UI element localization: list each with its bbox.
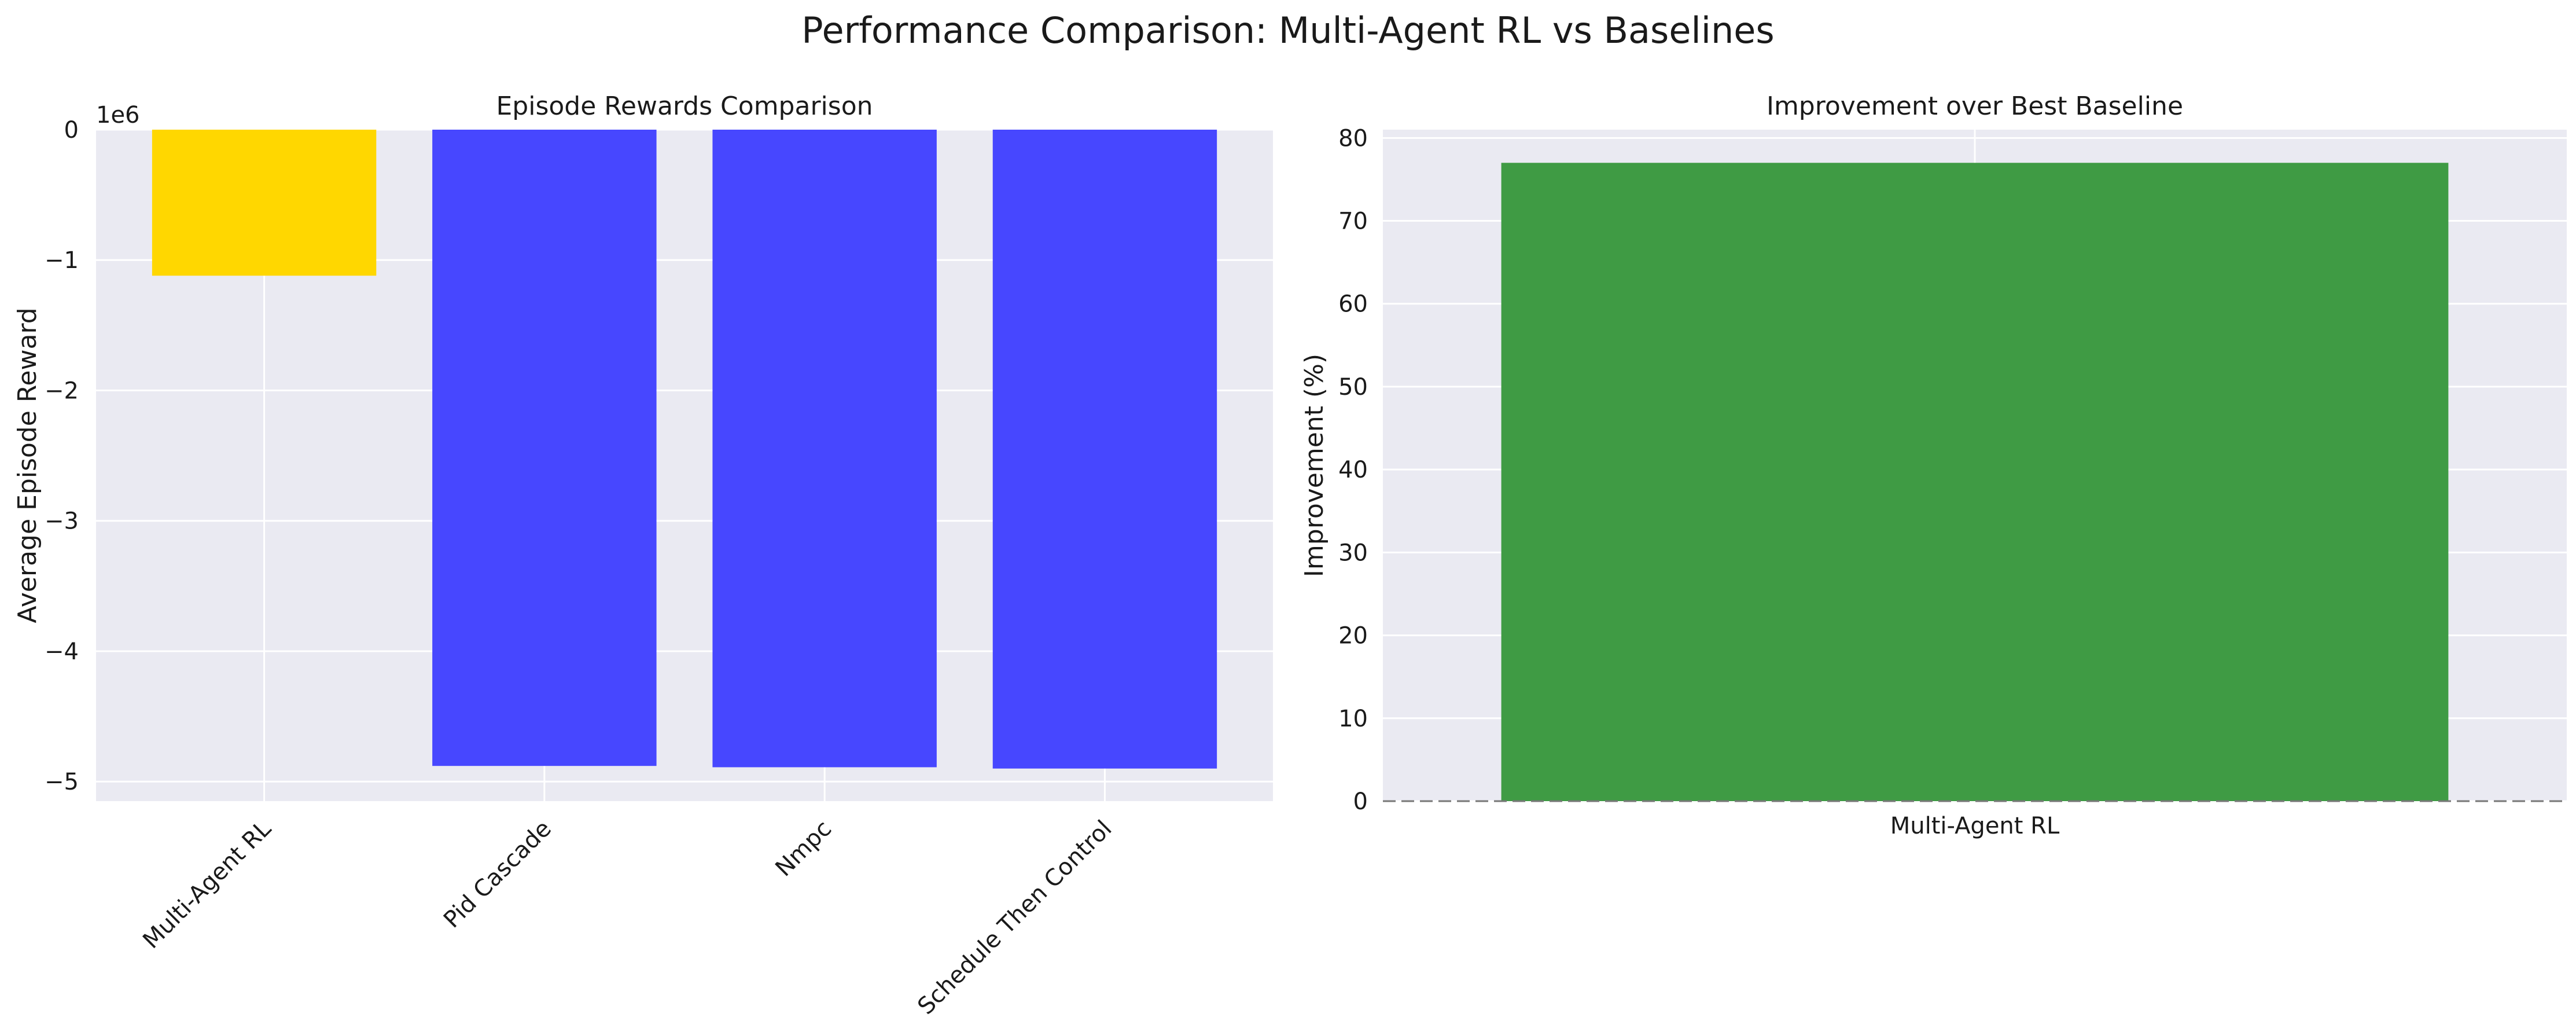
improvement-y-tick-label: 70 [1338,208,1368,235]
rewards-bar [712,130,937,768]
rewards-x-ticks: Multi-Agent RL Pid Cascade Nmpc Schedule Th… [138,815,1117,1020]
rewards-y-tick-label: −1 [45,247,79,274]
improvement-y-axis-label: Improvement (%) [1300,354,1329,577]
improvement-x-tick-label: Multi-Agent RL [1890,813,2060,839]
improvement-y-tick-label: 10 [1338,706,1368,732]
improvement-y-tick-label: 30 [1338,539,1368,566]
improvement-y-tick-label: 60 [1338,291,1368,318]
rewards-y-multiplier-label: 1e6 [96,102,140,129]
improvement-chart-title: Improvement over Best Baseline [1767,91,2183,121]
improvement-y-tick-label: 20 [1338,623,1368,649]
improvement-bar [1501,163,2449,801]
rewards-x-tick-label: Pid Cascade [439,816,557,934]
improvement-chart: Improvement over Best Baseline Improveme… [1300,91,2567,839]
rewards-bar [432,130,657,766]
improvement-y-tick-label: 0 [1353,788,1368,815]
rewards-x-tick-label: Schedule Then Control [912,816,1117,1020]
rewards-y-tick-label: 0 [64,117,79,144]
rewards-y-ticks: 0 −1 −2 −3 −4 −5 [45,117,79,795]
rewards-bars [152,130,1217,769]
improvement-y-tick-label: 40 [1338,457,1368,483]
rewards-y-axis-label: Average Episode Reward [13,307,42,623]
rewards-chart: Episode Rewards Comparison Average Episo… [13,91,1273,1020]
rewards-x-tick-label: Multi-Agent RL [138,815,277,954]
figure-title: Performance Comparison: Multi-Agent RL v… [801,9,1774,52]
rewards-x-tick-label: Nmpc [770,816,837,882]
rewards-y-tick-label: −2 [45,377,79,404]
rewards-chart-title: Episode Rewards Comparison [496,91,873,121]
rewards-y-tick-label: −3 [45,508,79,535]
improvement-y-tick-label: 80 [1338,125,1368,152]
rewards-bar [152,130,377,276]
rewards-y-tick-label: −4 [45,638,79,665]
improvement-x-ticks: Multi-Agent RL [1890,813,2060,839]
rewards-bar [992,130,1217,769]
improvement-bars [1501,163,2449,801]
improvement-y-ticks: 0 10 20 30 40 50 60 70 80 [1338,125,1368,815]
improvement-y-tick-label: 50 [1338,374,1368,401]
rewards-y-tick-label: −5 [45,769,79,795]
